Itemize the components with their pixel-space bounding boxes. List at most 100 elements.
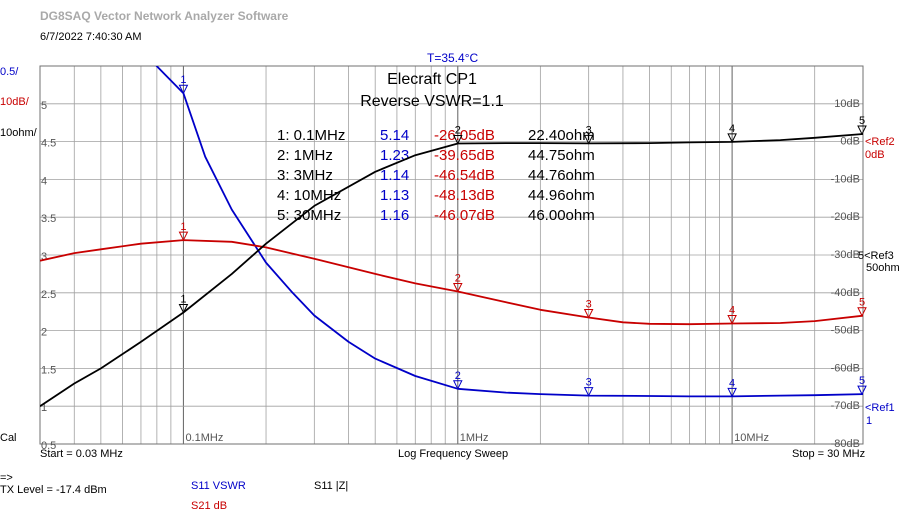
marker-triangle	[857, 307, 867, 317]
right-tick-label: -60dB	[831, 362, 860, 374]
marker-number: 3	[586, 377, 592, 389]
trace-left	[155, 66, 863, 398]
legend-s21-db[interactable]: S21 dB	[191, 500, 228, 512]
marker-number: 3	[586, 124, 592, 136]
x-tick-label: 1MHz	[460, 432, 489, 444]
marker-table-db: -39.65dB	[434, 147, 495, 164]
trace-ohm	[40, 133, 863, 407]
marker-number: 5	[859, 297, 865, 309]
marker-number: 2	[455, 370, 461, 382]
x-tick-label: 10MHz	[734, 432, 769, 444]
status-arrow: =>	[0, 472, 13, 484]
right-tick-label: -40dB	[831, 287, 860, 299]
marker-triangle	[452, 380, 463, 390]
right-tick-label: -30dB	[831, 249, 860, 261]
marker-triangle	[857, 385, 867, 396]
vswr-scale-label: 0.5/	[0, 66, 19, 78]
marker-table-label: 2: 1MHz	[277, 147, 333, 164]
ref-label: <Ref1	[865, 402, 895, 414]
marker-number: 1	[180, 221, 186, 233]
x-tick-label: 0.1MHz	[185, 432, 223, 444]
ref-label: 5<Ref3	[858, 250, 894, 262]
marker-number: 4	[729, 305, 735, 317]
timestamp: 6/7/2022 7:40:30 AM	[40, 31, 142, 43]
left-tick-label: 3	[41, 251, 47, 263]
marker-table-vswr: 1.14	[380, 167, 409, 184]
marker-table-db: -46.07dB	[434, 207, 495, 224]
chart-subtitle: Reverse VSWR=1.1	[360, 93, 504, 110]
marker-triangle	[857, 125, 867, 136]
chart-title: Elecraft CP1	[387, 71, 477, 88]
marker-table-db: -46.54dB	[434, 167, 495, 184]
marker-table-label: 1: 0.1MHz	[277, 127, 345, 144]
legend-s11-vswr[interactable]: S11 VSWR	[191, 480, 246, 492]
marker-table-ohm: 46.00ohm	[528, 207, 595, 224]
marker-number: 4	[729, 123, 735, 135]
left-tick-label: 1.5	[41, 364, 56, 376]
sweep-start: Start = 0.03 MHz	[40, 448, 123, 460]
marker-table-vswr: 1.13	[380, 187, 409, 204]
marker-table-ohm: 22.40ohm	[528, 127, 595, 144]
app-title: DG8SAQ Vector Network Analyzer Software	[40, 9, 289, 23]
right-tick-label: 0dB	[840, 136, 860, 148]
marker-number: 2	[455, 272, 461, 284]
legend-s11-z[interactable]: S11 |Z|	[314, 480, 349, 492]
db-scale-label: 10dB/	[0, 96, 29, 108]
marker-number: 2	[455, 124, 461, 136]
marker-table-vswr: 5.14	[380, 127, 409, 144]
left-tick-label: 4.5	[41, 138, 56, 150]
left-tick-label: 0.5	[41, 440, 56, 452]
ref-label: <Ref2	[865, 136, 895, 148]
marker-triangle	[727, 387, 737, 398]
temperature-readout: T=35.4°C	[427, 51, 479, 65]
marker-triangle	[583, 387, 594, 397]
marker-triangle	[178, 303, 189, 314]
right-tick-label: -10dB	[831, 173, 860, 185]
marker-triangle	[727, 315, 737, 325]
ref-label: 1	[866, 415, 872, 427]
marker-table-ohm: 44.75ohm	[528, 147, 595, 164]
left-tick-label: 3.5	[41, 213, 56, 225]
plot-frame	[39, 65, 864, 445]
marker-number: 5	[859, 375, 865, 387]
left-tick-label: 2.5	[41, 289, 56, 301]
left-tick-label: 1	[41, 402, 47, 414]
marker-table-label: 3: 3MHz	[277, 167, 333, 184]
ref-label: 0dB	[865, 149, 885, 161]
marker-table-vswr: 1.23	[380, 147, 409, 164]
sweep-stop: Stop = 30 MHz	[792, 448, 866, 460]
right-tick-label: 10dB	[834, 98, 860, 110]
marker-number: 3	[586, 299, 592, 311]
tx-level: TX Level = -17.4 dBm	[0, 484, 107, 496]
marker-number: 5	[859, 115, 865, 127]
right-tick-label: -20dB	[831, 211, 860, 223]
cal-label: Cal	[0, 432, 17, 444]
marker-table-db: -26.05dB	[434, 127, 495, 144]
sweep-mode: Log Frequency Sweep	[398, 448, 509, 460]
marker-number: 1	[180, 293, 186, 305]
ref-label: 50ohm	[866, 262, 900, 274]
marker-number: 1	[180, 74, 186, 86]
marker-triangle	[178, 84, 189, 95]
right-tick-label: -70dB	[831, 400, 860, 412]
marker-triangle	[727, 133, 737, 144]
ohm-scale-label: 10ohm/	[0, 127, 37, 139]
marker-triangle	[452, 282, 463, 293]
marker-table-db: -48.13dB	[434, 187, 495, 204]
marker-number: 4	[729, 377, 735, 389]
marker-triangle	[583, 134, 594, 145]
marker-table-ohm: 44.96ohm	[528, 187, 595, 204]
marker-triangle	[583, 309, 594, 319]
left-tick-label: 5	[41, 100, 47, 112]
marker-triangle	[178, 231, 189, 242]
marker-table-ohm: 44.76ohm	[528, 167, 595, 184]
marker-table-label: 5: 30MHz	[277, 207, 341, 224]
right-tick-label: -80dB	[831, 438, 860, 450]
left-tick-label: 4	[41, 175, 47, 187]
marker-table-vswr: 1.16	[380, 207, 409, 224]
trace-right	[40, 239, 863, 326]
right-tick-label: -50dB	[831, 325, 860, 337]
marker-triangle	[452, 134, 463, 145]
left-tick-label: 2	[41, 327, 47, 339]
